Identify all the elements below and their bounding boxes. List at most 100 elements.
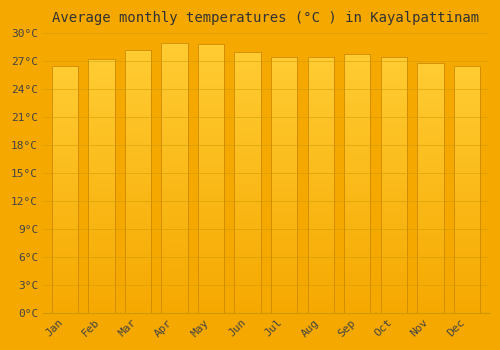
Bar	[162, 229, 188, 232]
Bar	[344, 95, 370, 98]
Bar	[234, 190, 261, 193]
Bar	[162, 264, 188, 267]
Bar	[234, 271, 261, 273]
Bar	[454, 275, 480, 278]
Bar	[162, 196, 188, 199]
Bar	[162, 302, 188, 304]
Bar	[271, 128, 297, 131]
Bar	[162, 78, 188, 80]
Bar	[125, 258, 151, 260]
Bar	[198, 61, 224, 63]
Bar	[52, 91, 78, 93]
Bar	[198, 227, 224, 230]
Bar	[162, 251, 188, 253]
Bar	[162, 102, 188, 105]
Bar	[380, 298, 407, 300]
Bar	[380, 83, 407, 85]
Bar	[234, 195, 261, 198]
Bar	[417, 205, 444, 208]
Bar	[380, 216, 407, 218]
Bar	[417, 258, 444, 260]
Bar	[344, 90, 370, 92]
Bar	[234, 289, 261, 292]
Bar	[162, 142, 188, 145]
Bar	[271, 62, 297, 64]
Bar	[380, 244, 407, 246]
Bar	[125, 176, 151, 179]
Bar	[271, 139, 297, 141]
Bar	[417, 158, 444, 160]
Bar	[125, 276, 151, 279]
Bar	[271, 192, 297, 195]
Bar	[344, 165, 370, 168]
Bar	[88, 100, 115, 102]
Bar	[234, 138, 261, 140]
Bar	[162, 97, 188, 99]
Bar	[234, 102, 261, 104]
Bar	[308, 131, 334, 133]
Bar	[198, 154, 224, 157]
Bar	[234, 232, 261, 235]
Bar	[344, 134, 370, 136]
Bar	[125, 292, 151, 294]
Bar	[198, 122, 224, 125]
Bar	[52, 221, 78, 224]
Bar	[162, 259, 188, 261]
Bar	[271, 108, 297, 110]
Bar	[380, 170, 407, 172]
Bar	[234, 78, 261, 80]
Bar	[88, 133, 115, 135]
Bar	[344, 111, 370, 113]
Bar	[417, 160, 444, 163]
Bar	[162, 240, 188, 243]
Bar	[125, 168, 151, 171]
Bar	[344, 274, 370, 276]
Bar	[52, 142, 78, 145]
Bar	[344, 152, 370, 155]
Bar	[417, 63, 444, 313]
Bar	[344, 103, 370, 105]
Bar	[271, 218, 297, 220]
Bar	[308, 310, 334, 313]
Bar	[344, 142, 370, 144]
Bar	[88, 242, 115, 244]
Bar	[88, 143, 115, 146]
Bar	[308, 144, 334, 146]
Bar	[234, 91, 261, 93]
Bar	[52, 182, 78, 184]
Bar	[380, 57, 407, 313]
Bar	[88, 138, 115, 140]
Bar	[271, 151, 297, 154]
Bar	[380, 205, 407, 208]
Bar	[417, 85, 444, 88]
Bar	[162, 156, 188, 159]
Bar	[198, 254, 224, 256]
Bar	[308, 82, 334, 85]
Bar	[380, 78, 407, 80]
Bar	[125, 52, 151, 55]
Bar	[308, 215, 334, 218]
Bar	[308, 302, 334, 305]
Bar	[88, 295, 115, 298]
Bar	[88, 259, 115, 262]
Bar	[88, 92, 115, 95]
Bar	[88, 222, 115, 224]
Bar	[198, 170, 224, 173]
Bar	[308, 195, 334, 197]
Bar	[308, 223, 334, 225]
Bar	[88, 191, 115, 194]
Bar	[454, 192, 480, 194]
Bar	[162, 304, 188, 307]
Bar	[234, 143, 261, 146]
Bar	[454, 187, 480, 189]
Bar	[271, 210, 297, 213]
Bar	[198, 214, 224, 216]
Bar	[162, 72, 188, 75]
Bar	[88, 267, 115, 270]
Bar	[52, 271, 78, 273]
Bar	[88, 120, 115, 122]
Bar	[308, 67, 334, 69]
Bar	[162, 167, 188, 169]
Bar	[198, 95, 224, 98]
Bar	[417, 263, 444, 265]
